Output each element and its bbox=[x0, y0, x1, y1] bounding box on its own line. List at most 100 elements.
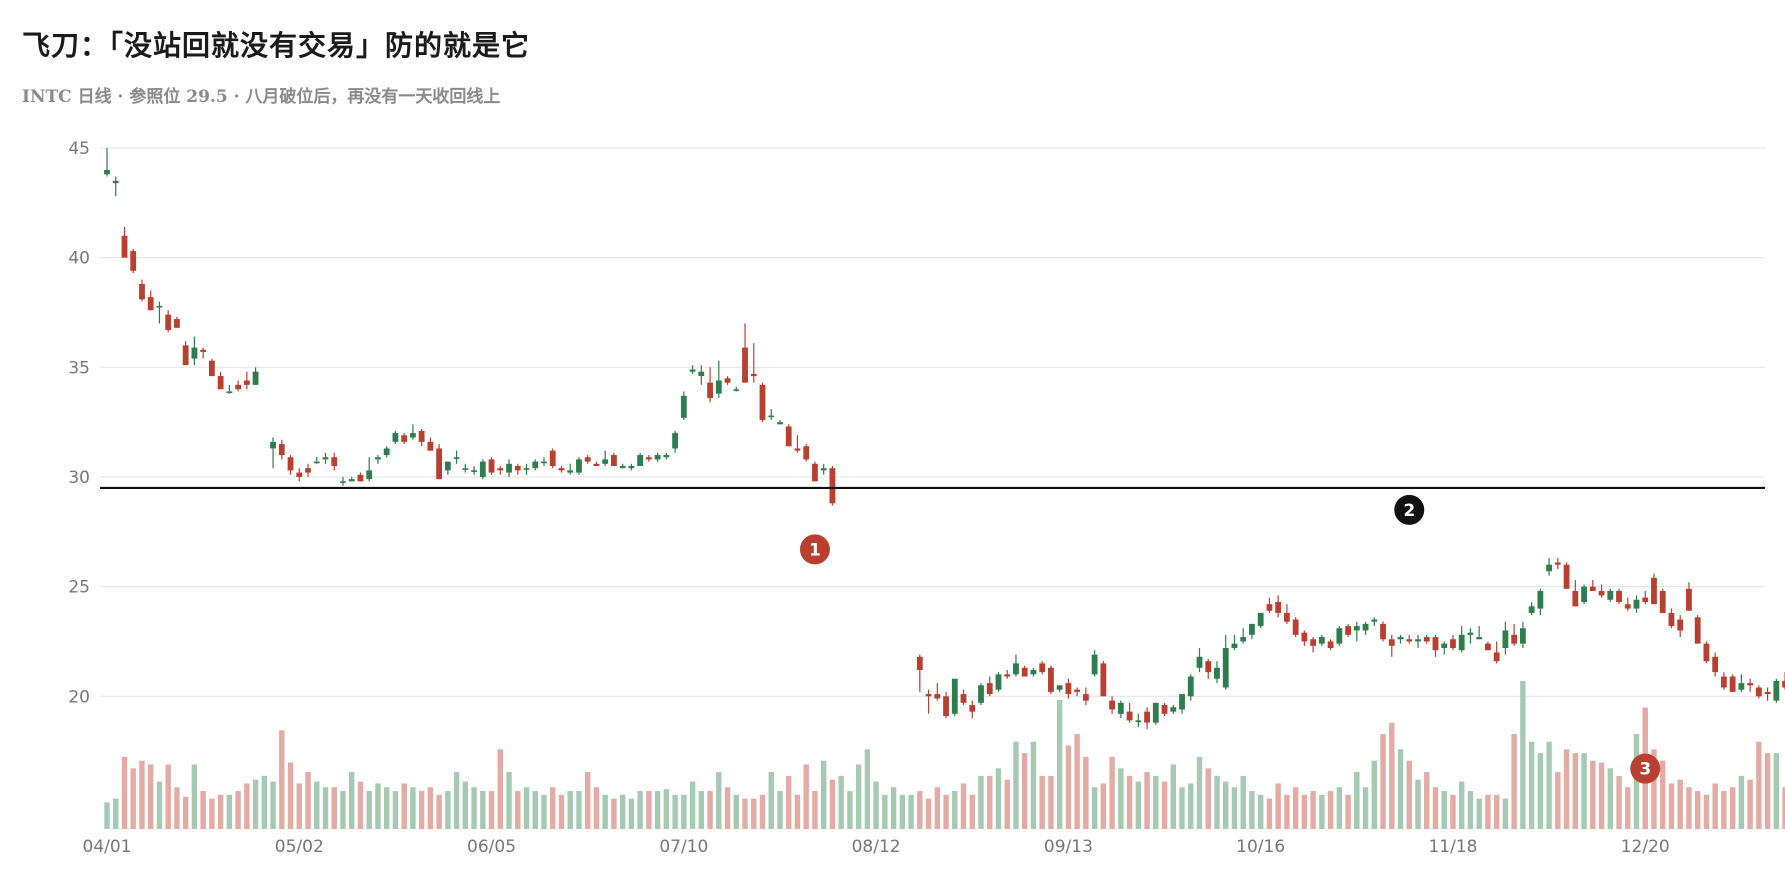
volume-bar bbox=[1546, 741, 1552, 829]
candle bbox=[1546, 558, 1552, 576]
candle bbox=[1458, 626, 1465, 653]
volume-bar bbox=[121, 756, 128, 829]
candle bbox=[497, 466, 504, 475]
candle bbox=[1651, 573, 1657, 605]
candle-body bbox=[1546, 564, 1552, 572]
candle-body bbox=[916, 656, 923, 670]
candle bbox=[986, 676, 993, 697]
volume-bar bbox=[515, 791, 521, 829]
candle bbox=[1519, 621, 1526, 649]
volume-bar bbox=[637, 791, 643, 829]
candles bbox=[104, 148, 1785, 730]
candle-body bbox=[1292, 619, 1299, 635]
volume-bar bbox=[1712, 783, 1718, 829]
volume-bar bbox=[1310, 791, 1316, 829]
candle-body bbox=[986, 683, 993, 695]
candle-body bbox=[1415, 639, 1421, 642]
candle-body bbox=[1467, 632, 1474, 635]
candle bbox=[235, 380, 241, 392]
volume-bar bbox=[1633, 734, 1640, 829]
candle bbox=[1039, 661, 1046, 675]
candle-body bbox=[978, 685, 984, 703]
candle-body bbox=[514, 466, 521, 471]
volume-bar bbox=[654, 791, 661, 829]
candle bbox=[1074, 687, 1081, 697]
candle bbox=[1301, 630, 1308, 646]
volume-bar bbox=[995, 768, 1002, 829]
volume-bar bbox=[217, 794, 224, 829]
volume-bar bbox=[646, 791, 652, 829]
candle-body bbox=[1318, 637, 1325, 644]
marker-1: 1 bbox=[799, 534, 830, 565]
volume-bar bbox=[182, 796, 189, 829]
candle-body bbox=[1764, 691, 1771, 695]
candle bbox=[226, 384, 233, 394]
candle-body bbox=[1353, 626, 1360, 631]
volume-bar bbox=[1625, 787, 1631, 829]
volume-bar bbox=[1301, 794, 1308, 829]
volume-bar bbox=[541, 794, 547, 829]
volume-bar bbox=[1572, 753, 1579, 829]
candle-body bbox=[619, 466, 626, 469]
volume-bar bbox=[1607, 768, 1613, 829]
volume-bar bbox=[488, 791, 495, 829]
candle-body bbox=[1275, 601, 1282, 613]
volume-bar bbox=[1257, 794, 1264, 829]
candle bbox=[1388, 634, 1395, 657]
candle bbox=[1738, 674, 1745, 692]
candle-body bbox=[750, 373, 757, 377]
volume-bar bbox=[1616, 775, 1622, 829]
volume-bar bbox=[794, 794, 801, 829]
volume-bar bbox=[1091, 787, 1098, 829]
volume-bar bbox=[1441, 791, 1447, 829]
candle bbox=[943, 691, 949, 719]
candle bbox=[567, 463, 574, 475]
candle bbox=[427, 437, 434, 451]
candle bbox=[191, 336, 198, 366]
candle-body bbox=[943, 696, 949, 717]
candle-body bbox=[1616, 591, 1622, 602]
candle-body bbox=[576, 459, 582, 473]
volume-bar bbox=[1493, 794, 1500, 829]
y-tick-label: 45 bbox=[68, 139, 90, 159]
x-tick-label: 12/20 bbox=[1621, 837, 1670, 857]
candle bbox=[523, 463, 530, 475]
volume-bar bbox=[1065, 745, 1072, 829]
candle-body bbox=[1423, 637, 1430, 642]
candle-body bbox=[357, 474, 364, 482]
candle bbox=[1712, 652, 1719, 677]
candle-body bbox=[488, 459, 495, 473]
volume-bar bbox=[716, 772, 722, 829]
candle bbox=[1493, 641, 1500, 664]
volume-bar bbox=[1380, 734, 1386, 829]
volume-bar bbox=[165, 764, 171, 829]
candle bbox=[759, 382, 766, 423]
volume-bar bbox=[156, 781, 163, 829]
candle bbox=[750, 343, 757, 383]
candle-body bbox=[1668, 612, 1675, 627]
candle bbox=[1642, 591, 1649, 605]
candle-body bbox=[436, 448, 443, 480]
candle-body bbox=[1502, 630, 1509, 649]
candle-body bbox=[296, 472, 303, 477]
candle-body bbox=[829, 468, 836, 504]
volume-bar bbox=[864, 749, 871, 829]
candle bbox=[785, 424, 792, 447]
candle-body bbox=[1651, 577, 1657, 605]
candle bbox=[392, 430, 399, 445]
candle-body bbox=[1013, 663, 1019, 675]
candle-body bbox=[1144, 711, 1150, 723]
candle bbox=[576, 457, 582, 475]
candle bbox=[1581, 584, 1587, 605]
candle-body bbox=[200, 349, 207, 352]
volume-bar bbox=[1249, 791, 1255, 829]
volume-bar bbox=[1109, 756, 1115, 829]
candle bbox=[1686, 582, 1692, 611]
candle-body bbox=[1642, 597, 1649, 602]
volume-bar bbox=[1223, 781, 1229, 829]
volume-bar bbox=[1389, 722, 1395, 829]
volume-bar bbox=[1074, 734, 1080, 829]
candle-body bbox=[593, 463, 600, 466]
volume-bar bbox=[567, 791, 573, 829]
volume-bar bbox=[322, 787, 329, 829]
